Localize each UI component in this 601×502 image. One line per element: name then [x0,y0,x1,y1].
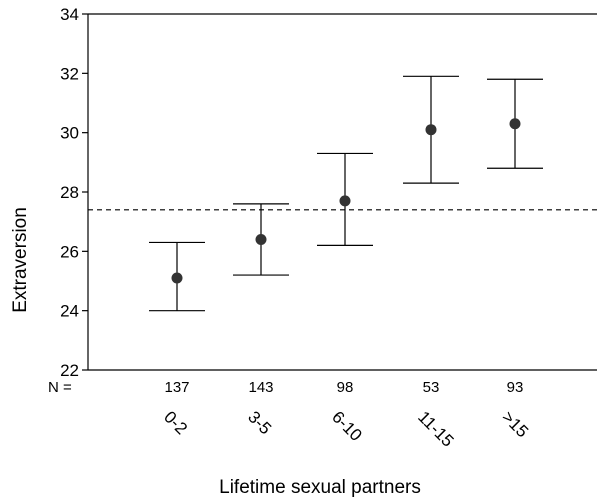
n-label: 143 [248,379,273,396]
n-label: 53 [423,379,440,396]
mean-point [255,233,267,245]
n-label: 93 [507,379,524,396]
plot-frame [87,13,597,371]
category-label: 6-10 [328,407,365,444]
y-axis-title: Extraversion [10,207,31,313]
n-label: 137 [164,379,189,396]
error-bars [149,75,543,312]
mean-point [509,118,521,130]
category-labels: 0-2 3-5 6-10 11-15 >15 [160,407,532,450]
y-tick-label: 26 [60,242,79,261]
n-labels: N = 137 143 98 53 93 [48,379,523,396]
x-axis-title: Lifetime sexual partners [219,477,421,498]
y-tick-label: 28 [60,183,79,202]
y-tick-label: 34 [60,5,79,24]
y-tick-label: 22 [60,361,79,380]
n-prefix-label: N = [48,379,72,396]
mean-point [171,272,183,284]
mean-points [171,118,521,284]
category-label: 11-15 [414,407,457,450]
mean-point [339,195,351,207]
y-axis: 22 24 26 28 30 32 34 [60,5,88,380]
n-label: 98 [337,379,354,396]
y-tick-label: 24 [60,302,79,321]
y-tick-label: 32 [60,64,79,83]
category-label: 3-5 [244,407,275,438]
category-label: 0-2 [160,407,191,438]
mean-point [425,124,437,136]
y-tick-label: 30 [60,124,79,143]
category-label: >15 [498,407,532,441]
